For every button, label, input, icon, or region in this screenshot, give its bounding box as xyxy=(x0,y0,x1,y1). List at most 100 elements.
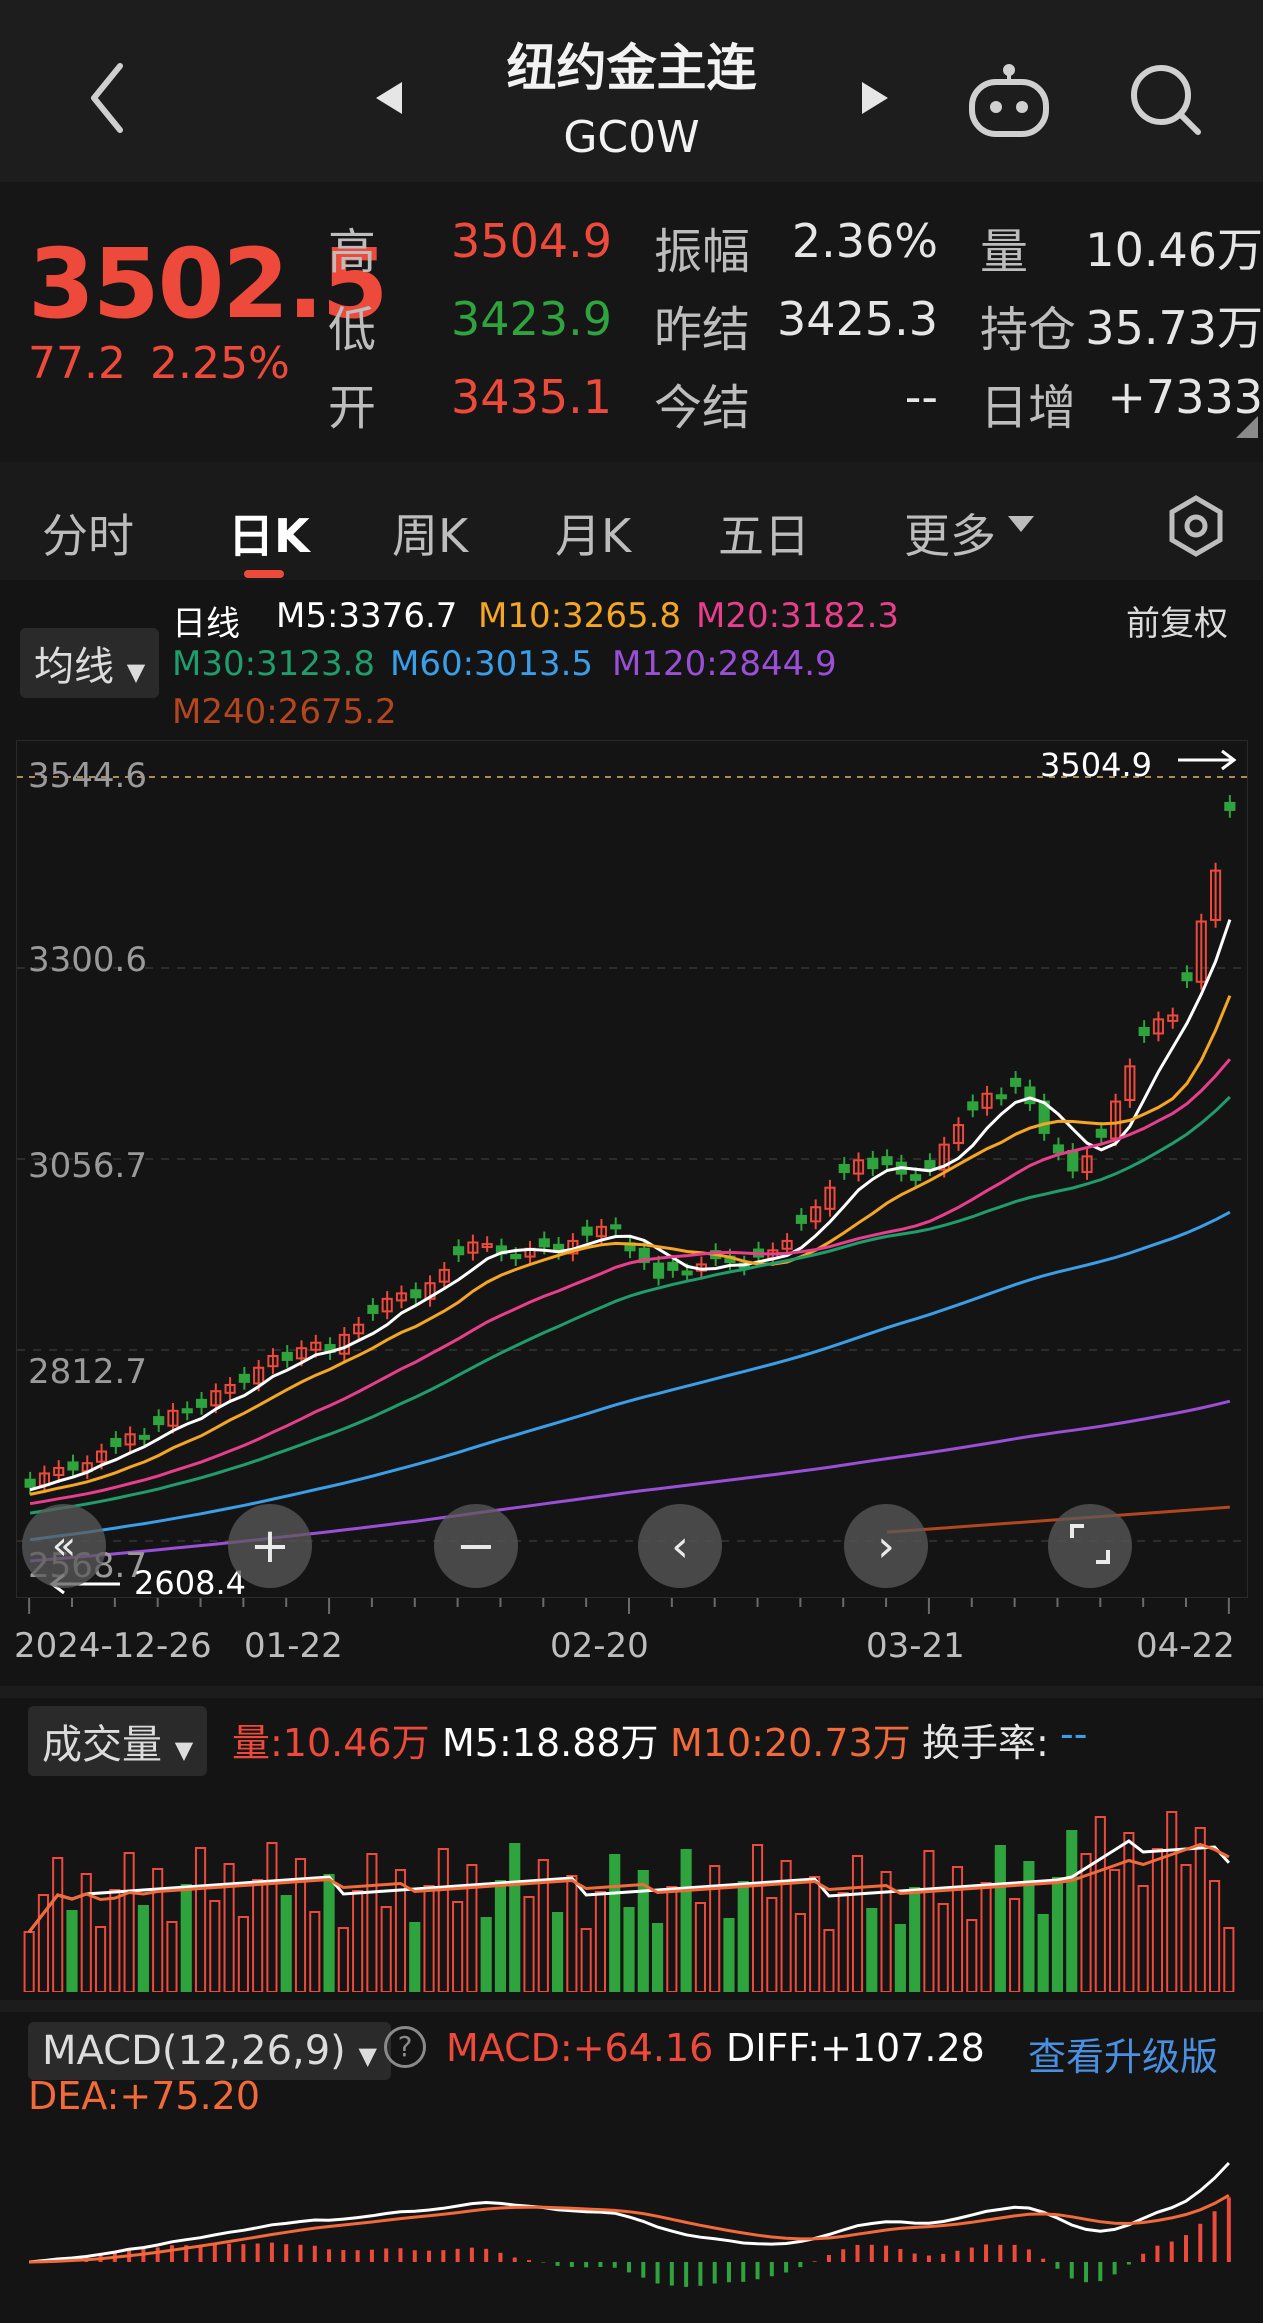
volume-bar xyxy=(509,1843,521,1992)
open-interest-label: 持仓 xyxy=(980,302,1077,358)
candle xyxy=(824,1186,836,1210)
tab-timeshare[interactable]: 分时 xyxy=(42,509,134,563)
candle xyxy=(467,1241,479,1254)
help-icon[interactable]: ? xyxy=(384,2026,426,2068)
ma30-line xyxy=(29,1095,1231,1515)
prev-contract-icon[interactable] xyxy=(372,78,406,118)
volume-ma10: M10:20.73万 xyxy=(670,1721,911,1765)
volume-bar xyxy=(1066,1830,1078,1992)
volume-bar xyxy=(194,1847,207,1992)
high-value: 3504.9 xyxy=(451,214,612,268)
search-icon[interactable] xyxy=(1128,62,1204,138)
next-contract-icon[interactable] xyxy=(858,78,892,118)
volume-bar xyxy=(823,1929,835,1992)
scroll-right-button[interactable]: › xyxy=(844,1504,928,1588)
x-tick-label: 04-22 xyxy=(1136,1626,1235,1666)
ma30-value: M30:3123.8 xyxy=(172,644,376,684)
tab-monthly-k[interactable]: 月K xyxy=(555,509,632,563)
candle xyxy=(267,1355,279,1368)
quote-panel xyxy=(0,182,1263,462)
fullscreen-button[interactable] xyxy=(1048,1504,1132,1588)
volume-bar xyxy=(837,1892,849,1992)
tab-daily-k[interactable]: 日K xyxy=(228,509,310,563)
candle xyxy=(610,1224,622,1230)
price-change-pct: 2.25% xyxy=(150,338,290,389)
candle xyxy=(224,1383,236,1394)
volume-bar xyxy=(1194,1827,1206,1992)
zoom-in-button[interactable]: + xyxy=(228,1504,312,1588)
plus-icon: + xyxy=(249,1518,291,1574)
back-icon[interactable] xyxy=(80,58,140,138)
chart-settings-icon[interactable] xyxy=(1164,494,1228,558)
tab-weekly-k[interactable]: 周K xyxy=(392,509,469,563)
zoom-out-button[interactable]: − xyxy=(434,1504,518,1588)
volume-label: 量 xyxy=(980,224,1029,280)
low-label: 低 xyxy=(328,302,377,358)
candle xyxy=(838,1163,850,1174)
candle xyxy=(353,1323,365,1335)
candle xyxy=(1052,1144,1065,1154)
volume-bar xyxy=(480,1917,492,1992)
candle xyxy=(138,1434,150,1440)
adjust-mode[interactable]: 前复权 xyxy=(1126,604,1228,644)
tab-five-day[interactable]: 五日 xyxy=(718,509,810,563)
kline-chart[interactable] xyxy=(16,740,1249,1598)
candle xyxy=(981,1092,993,1109)
volume-bar xyxy=(352,1890,364,1992)
candle xyxy=(1095,1128,1107,1138)
volume-bar xyxy=(266,1842,278,1992)
chevron-down-icon: ▼ xyxy=(126,658,146,686)
indicator-selector[interactable]: MACD(12,26,9) ▼ xyxy=(28,2022,391,2080)
volume-bar xyxy=(180,1884,192,1992)
turnover-value: -- xyxy=(1060,1712,1088,1756)
macd-value: MACD:+64.16 xyxy=(446,2026,714,2070)
robot-assistant-icon[interactable] xyxy=(966,60,1052,140)
upgrade-link[interactable]: 查看升级版 xyxy=(1028,2035,1219,2079)
volume-value: 10.46万 xyxy=(1085,223,1263,277)
volume-bar xyxy=(737,1881,749,1992)
expand-corner-icon[interactable] xyxy=(1236,416,1258,438)
volume-bar xyxy=(109,1889,121,1992)
volume-bar xyxy=(951,1866,964,1992)
candle xyxy=(195,1398,208,1408)
volume-bar xyxy=(709,1865,721,1992)
volume-bar xyxy=(566,1875,578,1992)
volume-bar xyxy=(780,1860,792,1992)
candle xyxy=(667,1261,679,1271)
settle-label: 今结 xyxy=(654,380,751,436)
volume-bar xyxy=(223,1863,235,1992)
y-tick-label: 2812.7 xyxy=(28,1352,147,1392)
candle xyxy=(1124,1065,1136,1102)
candle xyxy=(581,1226,593,1236)
scroll-start-button[interactable]: « xyxy=(22,1504,106,1588)
candle xyxy=(167,1409,179,1427)
more-dropdown-icon[interactable] xyxy=(1008,514,1034,534)
volume-bar xyxy=(1009,1898,1021,1992)
candle xyxy=(538,1238,550,1248)
fullscreen-icon xyxy=(1068,1522,1112,1570)
scroll-left-button[interactable]: ‹ xyxy=(638,1504,722,1588)
volume-bar xyxy=(651,1923,664,1992)
ma-selector[interactable]: 均线 ▼ xyxy=(20,628,160,698)
ma5-value: M5:3376.7 xyxy=(276,596,458,636)
tab-more[interactable]: 更多 xyxy=(904,509,996,563)
settle-value: -- xyxy=(904,370,938,424)
volume-chart[interactable] xyxy=(16,1764,1248,1992)
volume-bar xyxy=(609,1854,621,1992)
ma60-line xyxy=(29,1210,1231,1542)
volume-bar xyxy=(409,1922,421,1992)
volume-bar xyxy=(252,1879,264,1992)
period-tabs xyxy=(0,462,1263,580)
chevron-down-icon: ▼ xyxy=(174,1736,194,1764)
volume-bar xyxy=(309,1911,321,1992)
volume-bar xyxy=(423,1885,435,1992)
contract-code: GC0W xyxy=(563,112,700,163)
volume-current: 量:10.46万 xyxy=(232,1721,430,1765)
volume-selector[interactable]: 成交量 ▼ xyxy=(28,1706,208,1776)
macd-chart[interactable] xyxy=(16,2112,1248,2312)
prev-settle-value: 3425.3 xyxy=(777,292,938,346)
chevron-right-icon: › xyxy=(877,1520,895,1572)
candle xyxy=(1010,1077,1022,1087)
candle xyxy=(295,1347,308,1360)
open-interest-value: 35.73万 xyxy=(1085,301,1263,355)
